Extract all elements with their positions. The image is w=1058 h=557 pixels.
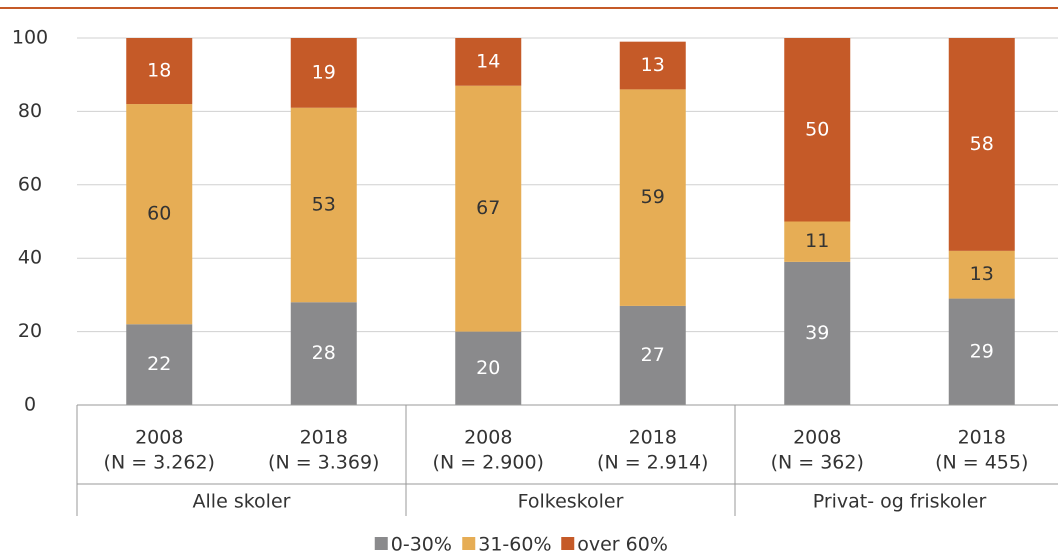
y-tick-label: 60 — [18, 173, 42, 195]
y-tick-label: 40 — [18, 247, 42, 269]
value-label: 29 — [970, 340, 994, 362]
x-sublabel: (N = 3.262) — [104, 452, 215, 474]
value-label: 22 — [147, 353, 171, 375]
bar-segment — [619, 305, 686, 405]
value-label: 39 — [805, 322, 829, 344]
value-label: 18 — [147, 60, 171, 82]
bar-segment — [455, 38, 522, 86]
x-tick-label: 2018 — [300, 427, 348, 449]
group-label: Alle skoler — [193, 491, 291, 513]
x-sublabel: (N = 362) — [771, 452, 864, 474]
value-label: 13 — [970, 263, 994, 285]
bar-segment — [948, 298, 1015, 405]
legend-label: 0-30% — [391, 534, 452, 556]
value-label: 27 — [641, 344, 665, 366]
legend-label: 31-60% — [478, 534, 551, 556]
legend-swatch — [462, 537, 476, 550]
value-label: 53 — [312, 193, 336, 215]
y-tick-label: 0 — [24, 394, 36, 416]
value-label: 20 — [476, 357, 500, 379]
value-label: 67 — [476, 197, 500, 219]
value-label: 60 — [147, 203, 171, 225]
x-tick-label: 2008 — [793, 427, 841, 449]
bar-segment — [619, 41, 686, 90]
bar-segment — [784, 221, 851, 262]
value-label: 13 — [641, 54, 665, 76]
bar-segment — [784, 38, 851, 222]
x-sublabel: (N = 3.369) — [268, 452, 379, 474]
bar-segment — [619, 89, 686, 306]
x-tick-label: 2018 — [958, 427, 1006, 449]
bar-segment — [784, 261, 851, 405]
value-label: 59 — [641, 186, 665, 208]
bar-segment — [948, 250, 1015, 299]
bars — [126, 38, 1015, 405]
value-label: 14 — [476, 50, 500, 72]
x-sublabel: (N = 2.900) — [433, 452, 544, 474]
bar-segment — [290, 107, 357, 303]
y-tick-label: 100 — [12, 27, 48, 49]
y-tick-label: 20 — [18, 320, 42, 342]
bar-segment — [455, 331, 522, 405]
group-label: Privat- og friskoler — [813, 491, 987, 513]
value-label: 11 — [805, 230, 829, 252]
x-sublabel: (N = 455) — [935, 452, 1028, 474]
bar-segment — [126, 104, 193, 325]
bar-segment — [948, 38, 1015, 251]
legend-swatch — [374, 537, 388, 550]
value-label: 50 — [805, 118, 829, 140]
x-sublabel: (N = 2.914) — [597, 452, 708, 474]
group-label: Folkeskoler — [518, 491, 624, 513]
x-tick-label: 2018 — [629, 427, 677, 449]
legend-label: over 60% — [577, 534, 668, 556]
value-label: 28 — [312, 342, 336, 364]
bar-segment — [126, 38, 193, 105]
value-label: 58 — [970, 133, 994, 155]
bar-segment — [126, 324, 193, 405]
value-label: 19 — [312, 61, 336, 83]
bar-segment — [290, 302, 357, 405]
bar-segment — [290, 38, 357, 108]
x-tick-label: 2008 — [464, 427, 512, 449]
x-tick-label: 2008 — [135, 427, 183, 449]
legend-swatch — [561, 537, 575, 550]
y-tick-label: 80 — [18, 100, 42, 122]
bar-segment — [455, 85, 522, 332]
